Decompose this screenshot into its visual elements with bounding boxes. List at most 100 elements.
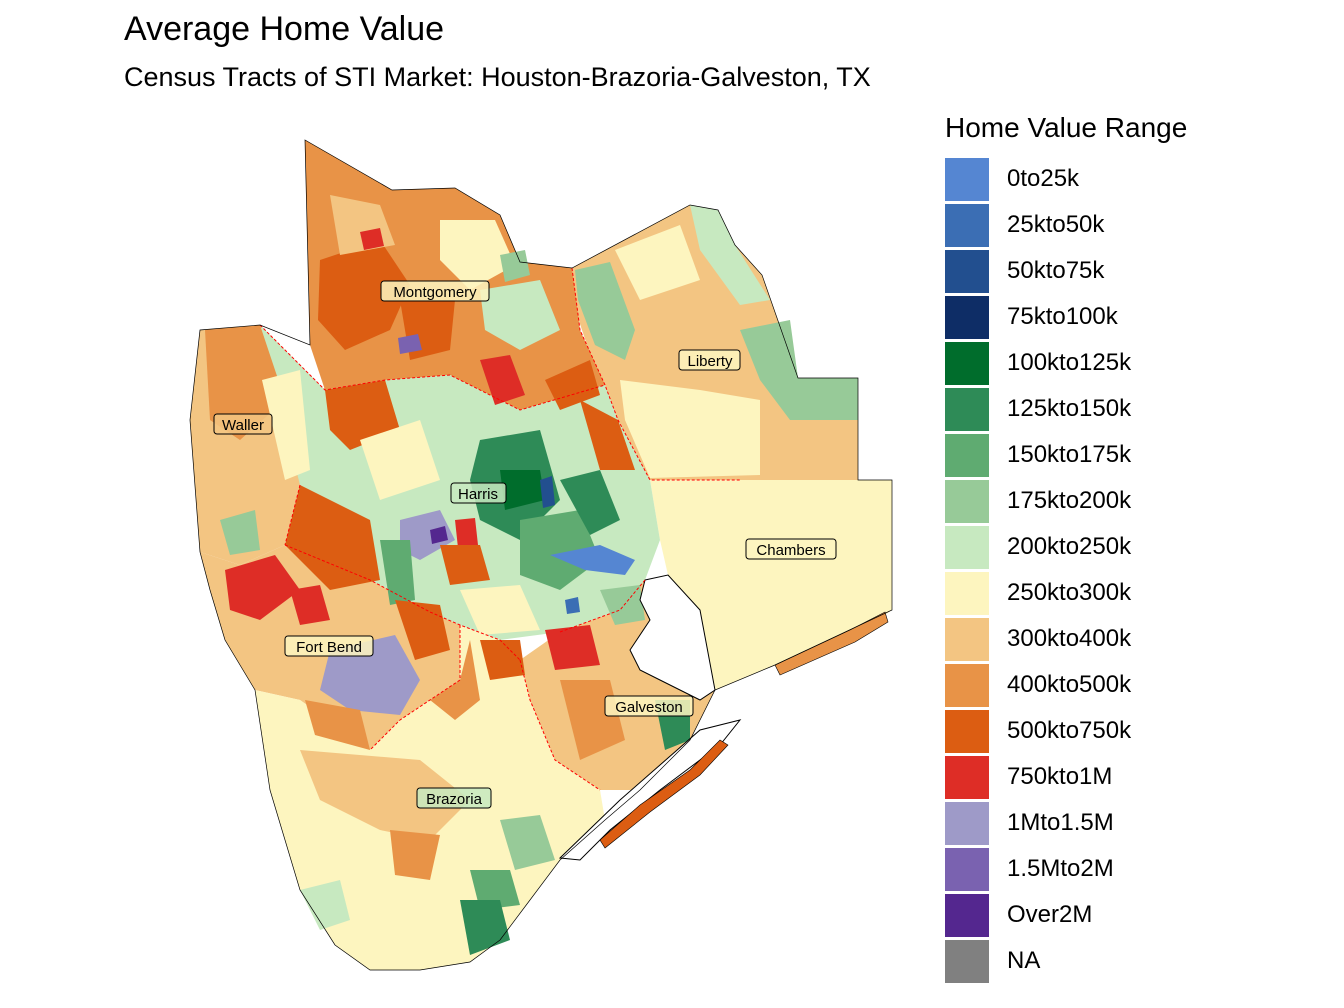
tract-patch: [360, 420, 440, 500]
tract-patch: [500, 815, 555, 870]
county-boundaries: [259, 267, 740, 791]
tract-patch: [440, 220, 515, 290]
legend-label: 25kto50k: [1007, 211, 1105, 238]
county-label-galveston: Galveston: [604, 695, 694, 717]
legend-item: 250kto300k: [945, 570, 1187, 616]
tract-patch: [580, 400, 635, 470]
tract-patch: [318, 240, 410, 350]
county-label-text: Brazoria: [426, 791, 483, 808]
legend-swatch: [945, 525, 989, 569]
tract-patch: [390, 830, 440, 880]
legend-label: 400kto500k: [1007, 671, 1132, 698]
tract-patch: [565, 597, 580, 614]
tract-patch: [290, 585, 330, 625]
tract-patch: [205, 325, 285, 440]
tract-patch: [545, 360, 600, 410]
water-body: [629, 574, 716, 701]
tract-patch: [550, 545, 635, 575]
legend-item: 150kto175k: [945, 432, 1187, 478]
tract-patch: [380, 540, 415, 605]
legend-item: 0to25k: [945, 156, 1187, 202]
legend-item: 500kto750k: [945, 708, 1187, 754]
legend-swatch: [945, 617, 989, 661]
legend-swatch: [945, 663, 989, 707]
county-label-text: Chambers: [756, 542, 825, 559]
legend-label: 500kto750k: [1007, 717, 1132, 744]
tract-patch: [545, 625, 600, 670]
legend-swatch: [945, 801, 989, 845]
market-outline: [189, 139, 893, 971]
legend-item: 25kto50k: [945, 202, 1187, 248]
legend-label: 150kto175k: [1007, 441, 1132, 468]
tract-patch: [620, 380, 760, 478]
legend-label: 1Mto1.5M: [1007, 809, 1114, 836]
legend-swatch: [945, 755, 989, 799]
tract-patch: [520, 510, 600, 590]
tract-patch: [430, 526, 448, 544]
legend-swatch: [945, 295, 989, 339]
county-label-text: Montgomery: [393, 284, 477, 301]
county-label-harris: Harris: [450, 482, 507, 504]
county-boundary: [284, 484, 301, 546]
water-body: [558, 719, 742, 861]
tract-patch: [440, 545, 490, 585]
legend-swatch: [945, 341, 989, 385]
map-subtitle: Census Tracts of STI Market: Houston-Bra…: [124, 62, 871, 92]
galveston-bay-water: [558, 574, 742, 861]
tract-patch: [480, 640, 525, 680]
legend-label: NA: [1007, 947, 1041, 974]
tract-patch: [325, 380, 400, 450]
legend-item: 1.5Mto2M: [945, 846, 1187, 892]
legend-swatch: [945, 157, 989, 201]
legend-item: 200kto250k: [945, 524, 1187, 570]
legend-item: Over2M: [945, 892, 1187, 938]
tract-patch: [740, 320, 858, 420]
legend-item: 400kto500k: [945, 662, 1187, 708]
county-boundary: [519, 659, 601, 791]
legend-label: 200kto250k: [1007, 533, 1132, 560]
tract-patch: [500, 250, 530, 282]
county-label-text: Liberty: [687, 353, 733, 370]
tract-patch: [600, 585, 645, 625]
map-title: Average Home Value: [124, 10, 445, 48]
legend-item: 100kto125k: [945, 340, 1187, 386]
legend-item: 125kto150k: [945, 386, 1187, 432]
legend-swatch: [945, 387, 989, 431]
tract-patch: [480, 355, 525, 405]
legend-items: 0to25k 25kto50k 50kto75k 75kto100k 100kto125…: [945, 156, 1187, 984]
county-boundary: [571, 267, 740, 481]
legend: Home Value Range 0to25k 25kto50k 50kto75k 7…: [945, 112, 1187, 984]
tract-patch: [615, 225, 700, 300]
legend-label: 50kto75k: [1007, 257, 1105, 284]
county-boundary: [259, 324, 606, 411]
legend-swatch: [945, 893, 989, 937]
county-label-liberty: Liberty: [678, 349, 741, 371]
legend-label: 125kto150k: [1007, 395, 1132, 422]
county-label-montgomery: Montgomery: [380, 280, 490, 302]
legend-swatch: [945, 709, 989, 753]
county-label-waller: Waller: [213, 413, 273, 435]
legend-item: 750kto1M: [945, 754, 1187, 800]
county-labels: Montgomery Liberty Waller Harris Chamber…: [213, 280, 837, 809]
legend-item: 300kto400k: [945, 616, 1187, 662]
county-label-text: Harris: [458, 486, 498, 503]
tract-patch: [460, 900, 510, 955]
legend-item: 50kto75k: [945, 248, 1187, 294]
tract-patch: [300, 880, 350, 930]
tract-patch: [560, 470, 620, 535]
tract-patch: [500, 470, 545, 510]
legend-swatch: [945, 479, 989, 523]
tract-detail: [205, 195, 858, 955]
legend-swatch: [945, 939, 989, 983]
tract-patch: [220, 510, 260, 555]
tract-patch: [480, 280, 560, 350]
tract-patch: [360, 228, 384, 250]
county-label-text: Fort Bend: [296, 639, 362, 656]
county-label-text: Galveston: [615, 699, 683, 716]
county-label-brazoria: Brazoria: [416, 787, 492, 809]
legend-label: 0to25k: [1007, 165, 1080, 192]
choropleth-map: Montgomery Liberty Waller Harris Chamber…: [189, 139, 893, 971]
tract-patch: [300, 750, 470, 840]
galveston-island: [599, 739, 729, 849]
legend-item: NA: [945, 938, 1187, 984]
